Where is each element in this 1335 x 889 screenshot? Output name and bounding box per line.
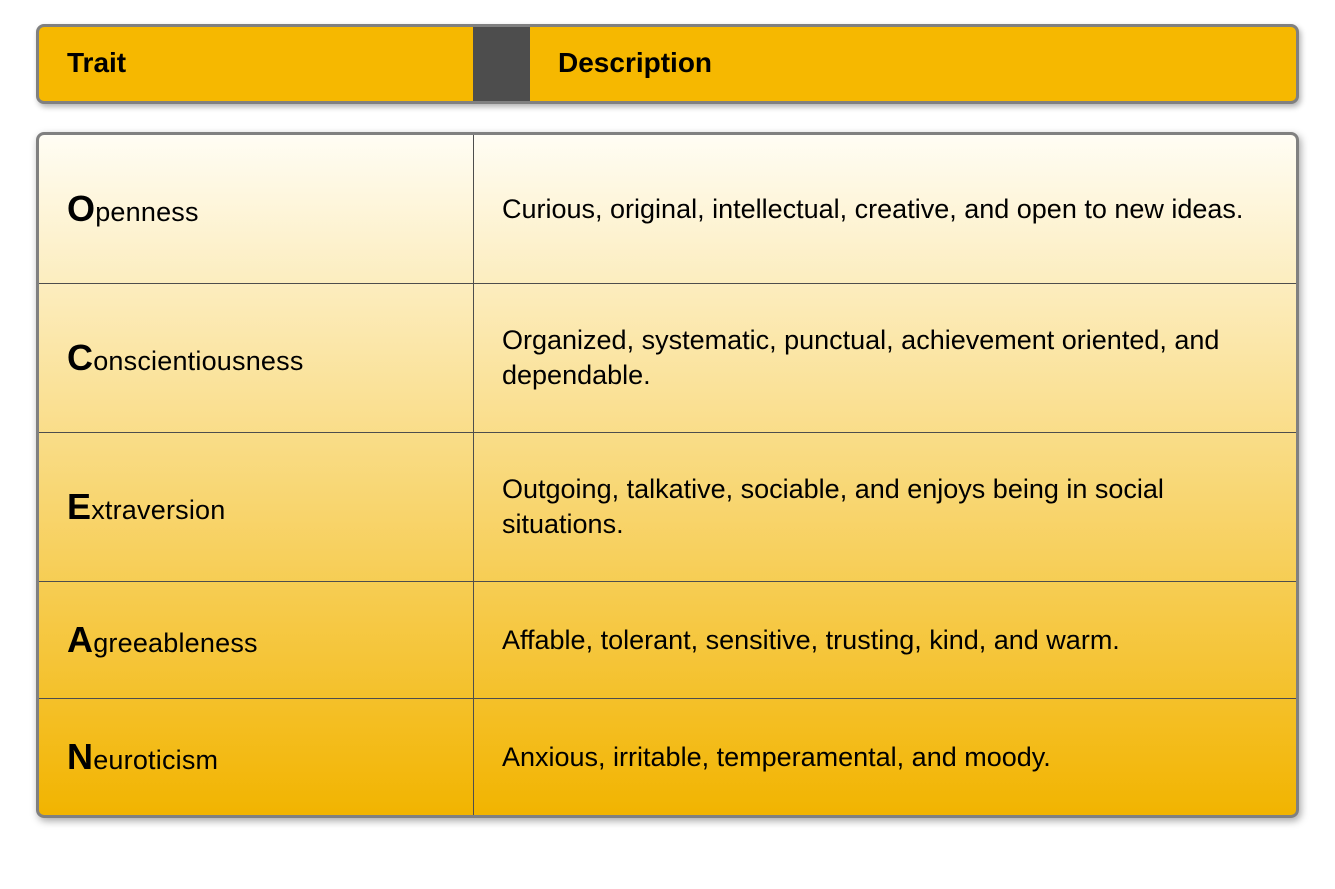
trait-description: Outgoing, talkative, sociable, and enjoy… <box>502 472 1268 541</box>
table-row: Conscientiousness Organized, systematic, … <box>39 283 1296 432</box>
trait-name: Agreeableness <box>67 619 258 661</box>
trait-cell: Openness <box>39 135 473 283</box>
trait-description: Anxious, irritable, temperamental, and m… <box>502 740 1051 775</box>
table-row: Extraversion Outgoing, talkative, sociabl… <box>39 432 1296 581</box>
table-rows-container: Openness Curious, original, intellectual,… <box>39 135 1296 815</box>
header-column-divider <box>473 27 530 101</box>
description-cell: Outgoing, talkative, sociable, and enjoy… <box>474 433 1296 581</box>
table-header-row: Trait Description <box>36 24 1299 104</box>
trait-cell: Agreeableness <box>39 582 473 698</box>
table-row: Agreeableness Affable, tolerant, sensitiv… <box>39 581 1296 698</box>
trait-rest: greeableness <box>93 628 258 658</box>
table-body: Openness Curious, original, intellectual,… <box>36 132 1299 818</box>
trait-name: Conscientiousness <box>67 337 304 379</box>
trait-cell: Extraversion <box>39 433 473 581</box>
trait-first-letter: E <box>67 486 91 527</box>
trait-cell: Conscientiousness <box>39 284 473 432</box>
table-container: Trait Description Openness Curious, origi… <box>0 0 1335 842</box>
description-cell: Affable, tolerant, sensitive, trusting, … <box>474 582 1296 698</box>
trait-first-letter: A <box>67 619 93 660</box>
trait-name: Extraversion <box>67 486 225 528</box>
trait-first-letter: C <box>67 337 93 378</box>
description-cell: Curious, original, intellectual, creativ… <box>474 135 1296 283</box>
trait-first-letter: O <box>67 188 95 229</box>
trait-name: Openness <box>67 188 199 230</box>
header-description-cell: Description <box>530 27 1296 101</box>
trait-first-letter: N <box>67 736 93 777</box>
trait-name: Neuroticism <box>67 736 218 778</box>
description-cell: Organized, systematic, punctual, achieve… <box>474 284 1296 432</box>
table-row: Neuroticism Anxious, irritable, temperame… <box>39 698 1296 815</box>
trait-rest: xtraversion <box>91 495 225 525</box>
trait-rest: euroticism <box>93 745 218 775</box>
trait-rest: penness <box>95 197 198 227</box>
description-cell: Anxious, irritable, temperamental, and m… <box>474 699 1296 815</box>
trait-cell: Neuroticism <box>39 699 473 815</box>
trait-description: Organized, systematic, punctual, achieve… <box>502 323 1268 392</box>
header-trait-cell: Trait <box>39 27 473 101</box>
trait-description: Affable, tolerant, sensitive, trusting, … <box>502 623 1120 658</box>
header-trait-label: Trait <box>67 47 126 79</box>
trait-rest: onscientiousness <box>93 346 303 376</box>
header-description-label: Description <box>558 47 712 79</box>
table-row: Openness Curious, original, intellectual,… <box>39 135 1296 283</box>
trait-description: Curious, original, intellectual, creativ… <box>502 192 1243 227</box>
